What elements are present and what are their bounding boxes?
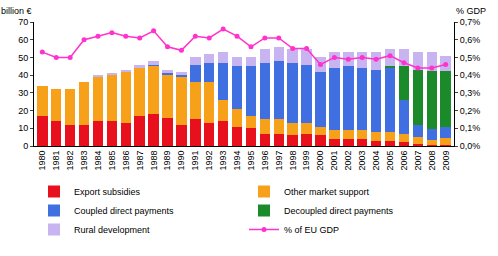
svg-text:0,5%: 0,5%: [460, 53, 481, 63]
svg-text:2003: 2003: [357, 151, 367, 171]
svg-text:Decoupled direct payments: Decoupled direct payments: [284, 206, 394, 216]
svg-text:0,4%: 0,4%: [460, 70, 481, 80]
svg-text:1987: 1987: [135, 151, 145, 171]
svg-text:1992: 1992: [204, 151, 214, 171]
svg-text:2008: 2008: [427, 151, 437, 171]
svg-text:1996: 1996: [260, 151, 270, 171]
svg-text:Other market support: Other market support: [284, 187, 370, 197]
svg-text:Coupled direct payments: Coupled direct payments: [74, 206, 174, 216]
svg-text:1985: 1985: [107, 151, 117, 171]
svg-text:0,1%: 0,1%: [460, 123, 481, 133]
svg-text:0,6%: 0,6%: [460, 35, 481, 45]
svg-text:1983: 1983: [79, 151, 89, 171]
svg-text:1991: 1991: [190, 151, 200, 171]
svg-text:1997: 1997: [274, 151, 284, 171]
svg-text:1994: 1994: [232, 151, 242, 171]
svg-text:0: 0: [23, 141, 28, 151]
svg-text:2002: 2002: [343, 151, 353, 171]
svg-text:20: 20: [18, 106, 28, 116]
svg-text:10: 10: [18, 123, 28, 133]
svg-text:0,7%: 0,7%: [460, 17, 481, 27]
svg-text:0,0%: 0,0%: [460, 141, 481, 151]
svg-text:% of EU GDP: % of EU GDP: [284, 225, 339, 235]
svg-text:Rural development: Rural development: [74, 225, 150, 235]
svg-text:30: 30: [18, 88, 28, 98]
svg-text:50: 50: [18, 53, 28, 63]
svg-text:2009: 2009: [441, 151, 451, 171]
svg-text:1989: 1989: [162, 151, 172, 171]
svg-text:60: 60: [18, 35, 28, 45]
svg-text:2005: 2005: [385, 151, 395, 171]
svg-text:1981: 1981: [51, 151, 61, 171]
svg-text:2000: 2000: [315, 151, 325, 171]
svg-text:1999: 1999: [302, 151, 312, 171]
svg-text:billion €: billion €: [1, 6, 32, 16]
svg-text:2006: 2006: [399, 151, 409, 171]
svg-text:70: 70: [18, 17, 28, 27]
svg-text:% GDP: % GDP: [456, 6, 486, 16]
svg-text:0,3%: 0,3%: [460, 88, 481, 98]
svg-text:2004: 2004: [371, 151, 381, 171]
svg-text:1986: 1986: [121, 151, 131, 171]
svg-text:1984: 1984: [93, 151, 103, 171]
svg-text:2007: 2007: [413, 151, 423, 171]
svg-text:1982: 1982: [65, 151, 75, 171]
svg-text:0,2%: 0,2%: [460, 106, 481, 116]
svg-text:1988: 1988: [149, 151, 159, 171]
svg-text:1990: 1990: [176, 151, 186, 171]
svg-text:1998: 1998: [288, 151, 298, 171]
svg-text:40: 40: [18, 70, 28, 80]
svg-text:Export subsidies: Export subsidies: [74, 187, 141, 197]
svg-text:1995: 1995: [246, 151, 256, 171]
svg-text:2001: 2001: [329, 151, 339, 171]
svg-text:1980: 1980: [37, 151, 47, 171]
svg-text:1993: 1993: [218, 151, 228, 171]
